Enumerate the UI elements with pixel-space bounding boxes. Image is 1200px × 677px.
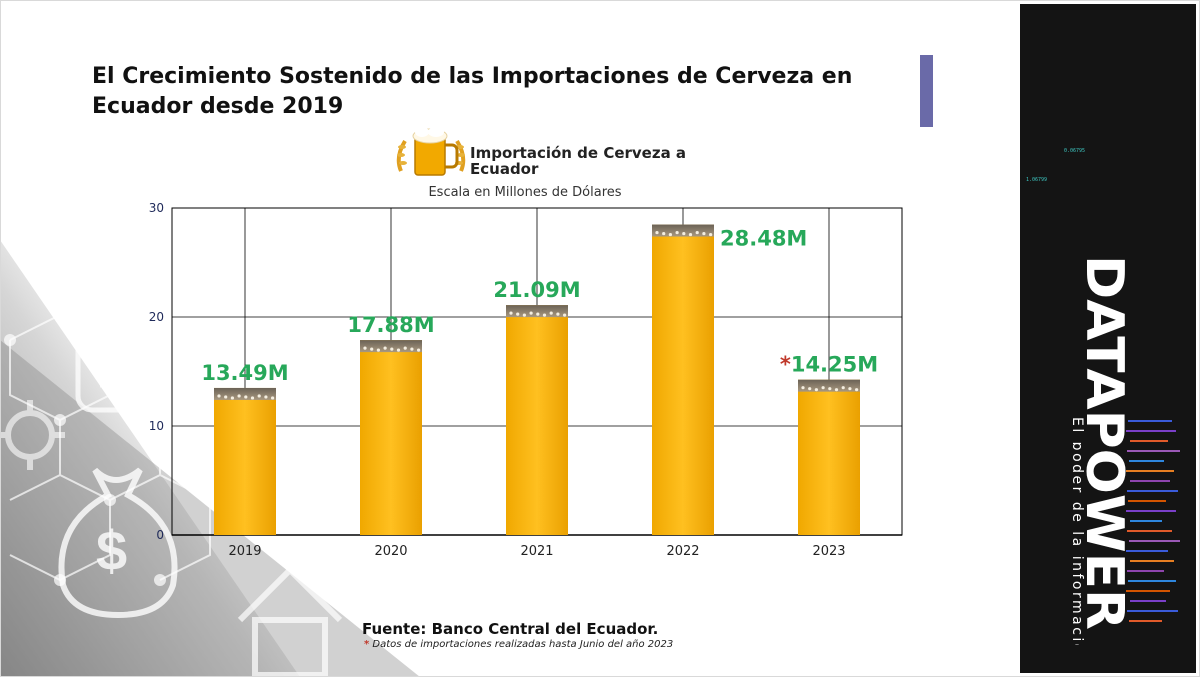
foam-bubble: [821, 386, 825, 390]
data-label: 21.09M: [493, 278, 580, 302]
foam-bubble: [376, 348, 380, 352]
foam-bubble: [522, 313, 526, 317]
bar-fill: [798, 379, 860, 535]
foam-bubble: [509, 311, 513, 315]
foam-bubble: [363, 346, 367, 350]
x-tick-label: 2020: [374, 544, 407, 559]
bar: [214, 387, 276, 535]
foam-bubble: [801, 386, 805, 390]
decor-number: 1.06799: [1026, 177, 1048, 183]
data-label: 17.88M: [347, 313, 434, 337]
bar-fill: [506, 305, 568, 535]
foam-bubble: [370, 347, 374, 351]
foam-bubble: [417, 348, 421, 352]
foam-bubble: [563, 313, 567, 317]
foam-bubble: [668, 232, 673, 237]
bar-chart: 0 10 20 30 2019 13.49M 2020 17.88M 2021 21.09M 20…: [149, 201, 903, 559]
slide-title: El Crecimiento Sostenido de las Importac…: [92, 64, 853, 119]
bar-foam: [214, 387, 276, 400]
chart-container: Importación de Cerveza a Ecuador Escala …: [130, 115, 920, 565]
foam-bubble: [516, 312, 520, 316]
foam-bubble: [244, 395, 248, 399]
bar-foam: [652, 224, 714, 237]
foam-bubble: [224, 395, 228, 399]
y-tick-label: 10: [149, 419, 164, 433]
phone-icon: [75, 277, 161, 413]
foam-bubble: [834, 388, 839, 392]
svg-text:$: $: [96, 519, 127, 582]
brand-name: DATAPOWER: [1074, 255, 1134, 630]
y-tick-label: 30: [149, 201, 164, 215]
foam-bubble: [848, 387, 852, 391]
datapower-logo: DATAPOWER El poder de la información: [1073, 255, 1134, 645]
bar: [798, 379, 860, 535]
foam-bubble: [250, 396, 255, 400]
bar: [506, 305, 568, 535]
footnote-text: Datos de importaciones realizadas hasta …: [372, 639, 674, 650]
smart-home-icon: [237, 544, 364, 677]
foam-bubble: [383, 346, 387, 350]
foam-bubble: [695, 230, 699, 235]
chart-title: Importación de Cerveza a Ecuador: [470, 144, 687, 178]
foam-bubble: [230, 396, 234, 400]
bar-fill: [214, 387, 276, 535]
x-tick-label: 2019: [228, 544, 261, 559]
accent-bar: [920, 55, 933, 127]
bar-foam: [360, 340, 422, 353]
bar: [652, 224, 714, 535]
data-label: 28.48M: [720, 227, 807, 251]
beer-mug-icon: [396, 127, 466, 176]
foam-bubble: [688, 232, 693, 237]
foam-bubble: [662, 231, 666, 236]
y-tick-label: 20: [149, 310, 164, 324]
bar-fill: [360, 340, 422, 535]
bar-foam: [798, 379, 860, 392]
source-note: Fuente: Banco Central del Ecuador.: [362, 620, 659, 638]
foam-bubble: [390, 347, 394, 351]
foam-bubble: [271, 396, 275, 400]
foam-bubble: [264, 395, 268, 399]
foam-bubble: [828, 387, 832, 391]
foam-bubble: [814, 388, 819, 392]
gear-icon: [0, 400, 65, 470]
bar-fill: [652, 224, 714, 535]
tech-background-illustration: $: [0, 240, 420, 677]
foam-bubble: [536, 312, 540, 316]
data-label-mark: *: [780, 353, 791, 377]
foam-bubble: [675, 230, 679, 235]
bar-foam: [506, 305, 568, 318]
foam-bubble: [410, 347, 414, 351]
foam-bubble: [808, 387, 812, 391]
foam-bubble: [403, 346, 407, 350]
foam-bubble: [237, 394, 241, 398]
foam-bubble: [855, 388, 859, 392]
y-tick-label: 0: [156, 528, 164, 542]
brand-tagline: El poder de la información: [1073, 417, 1085, 645]
bar: [360, 340, 422, 535]
foam-bubble: [709, 232, 713, 237]
x-tick-label: 2022: [666, 544, 699, 559]
foam-bubble: [396, 348, 401, 352]
foam-bubble: [549, 311, 553, 315]
decor-number: 0.06795: [1064, 148, 1086, 154]
chart-subtitle: Escala en Millones de Dólares: [428, 185, 622, 200]
footnote-mark: *: [364, 639, 370, 650]
x-tick-label: 2023: [812, 544, 845, 559]
foam-bubble: [556, 312, 560, 316]
foam-bubble: [529, 311, 533, 315]
foam-bubble: [542, 313, 547, 317]
foam-bubble: [257, 394, 261, 398]
x-tick-label: 2021: [520, 544, 553, 559]
foam-bubble: [217, 394, 221, 398]
equalizer-graphic: [1126, 420, 1180, 622]
foam-bubble: [702, 231, 706, 236]
foam-bubble: [682, 231, 686, 236]
data-label: 13.49M: [201, 361, 288, 385]
foam-bubble: [841, 386, 845, 390]
foam-bubble: [655, 230, 659, 235]
footnote: * Datos de importaciones realizadas hast…: [364, 639, 673, 650]
moneybag-icon: $: [58, 467, 178, 619]
data-label: *14.25M: [780, 353, 878, 377]
